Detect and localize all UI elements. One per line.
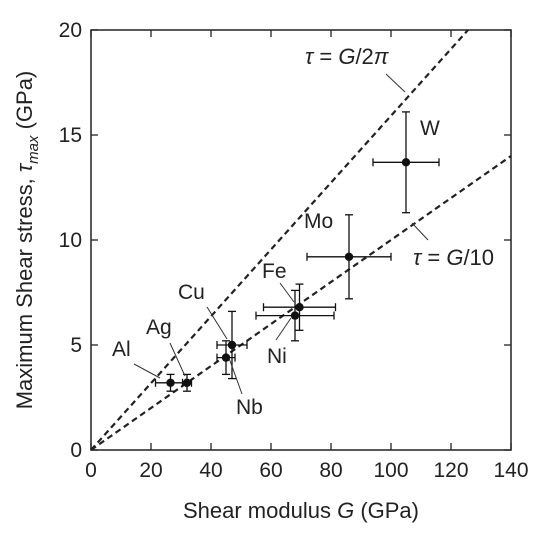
label-leader-nb [228, 357, 243, 395]
y-axis-title: Maximum Shear stress, τmax (GPa) [12, 71, 42, 410]
point-label-ag: Ag [146, 316, 172, 339]
data-point-ag [181, 373, 193, 392]
data-point-fe [262, 283, 337, 331]
x-tick-label: 100 [373, 459, 408, 482]
label-leader-fe [279, 282, 295, 303]
y-tick-label: 5 [70, 334, 82, 357]
x-tick-label: 20 [139, 459, 162, 482]
point-labels: Al Ag Nb Cu Ni Fe Mo W [112, 117, 440, 419]
point-label-ni: Ni [267, 345, 287, 368]
marker [295, 303, 304, 312]
marker [166, 378, 175, 387]
x-axis-title: Shear modulus G (GPa) [183, 498, 419, 523]
reference-line-0 [90, 29, 469, 451]
point-label-cu: Cu [178, 281, 205, 304]
line-label-g-over-10: τ = G/10 [413, 245, 494, 270]
y-tick-label: 10 [59, 229, 82, 252]
point-label-w: W [420, 117, 440, 140]
line-label-g-over-2pi: τ = G/2π [305, 44, 390, 69]
axis-ticks: 0 20 40 60 80 100 120 140 0 5 10 15 20 [59, 19, 529, 482]
x-tick-label: 40 [199, 459, 222, 482]
point-label-nb: Nb [236, 396, 263, 419]
marker [401, 158, 411, 167]
label-leader-al [133, 363, 161, 379]
x-tick-label: 80 [319, 459, 342, 482]
point-label-fe: Fe [262, 260, 287, 283]
data-point-ni [255, 289, 335, 342]
label-leader-ag [169, 342, 186, 377]
y-tick-label: 0 [70, 439, 82, 462]
y-tick-label: 20 [59, 19, 82, 42]
marker [227, 340, 237, 350]
reference-line-1 [90, 155, 512, 451]
marker [221, 353, 231, 362]
y-tick-label: 15 [59, 124, 82, 147]
data-point-w [372, 111, 440, 214]
data-point-al [154, 373, 187, 392]
x-tick-label: 140 [493, 459, 528, 482]
label-leader-ni [275, 317, 292, 341]
marker [182, 378, 192, 387]
point-label-al: Al [112, 338, 131, 361]
plot-frame-group [90, 29, 512, 451]
marker [290, 311, 300, 320]
data-point-mo [306, 214, 392, 300]
point-label-mo: Mo [304, 210, 333, 233]
marker [344, 252, 354, 261]
line-label-leader-10 [411, 222, 429, 241]
plot-frame [90, 29, 512, 451]
x-tick-label: 60 [259, 459, 282, 482]
x-tick-label: 0 [85, 459, 97, 482]
line-label-leader-2pi [385, 73, 406, 93]
x-tick-label: 120 [433, 459, 468, 482]
reference-lines [90, 29, 512, 451]
label-leader-cu [206, 306, 228, 340]
data-point-cu [216, 310, 248, 380]
data-points [154, 111, 440, 392]
